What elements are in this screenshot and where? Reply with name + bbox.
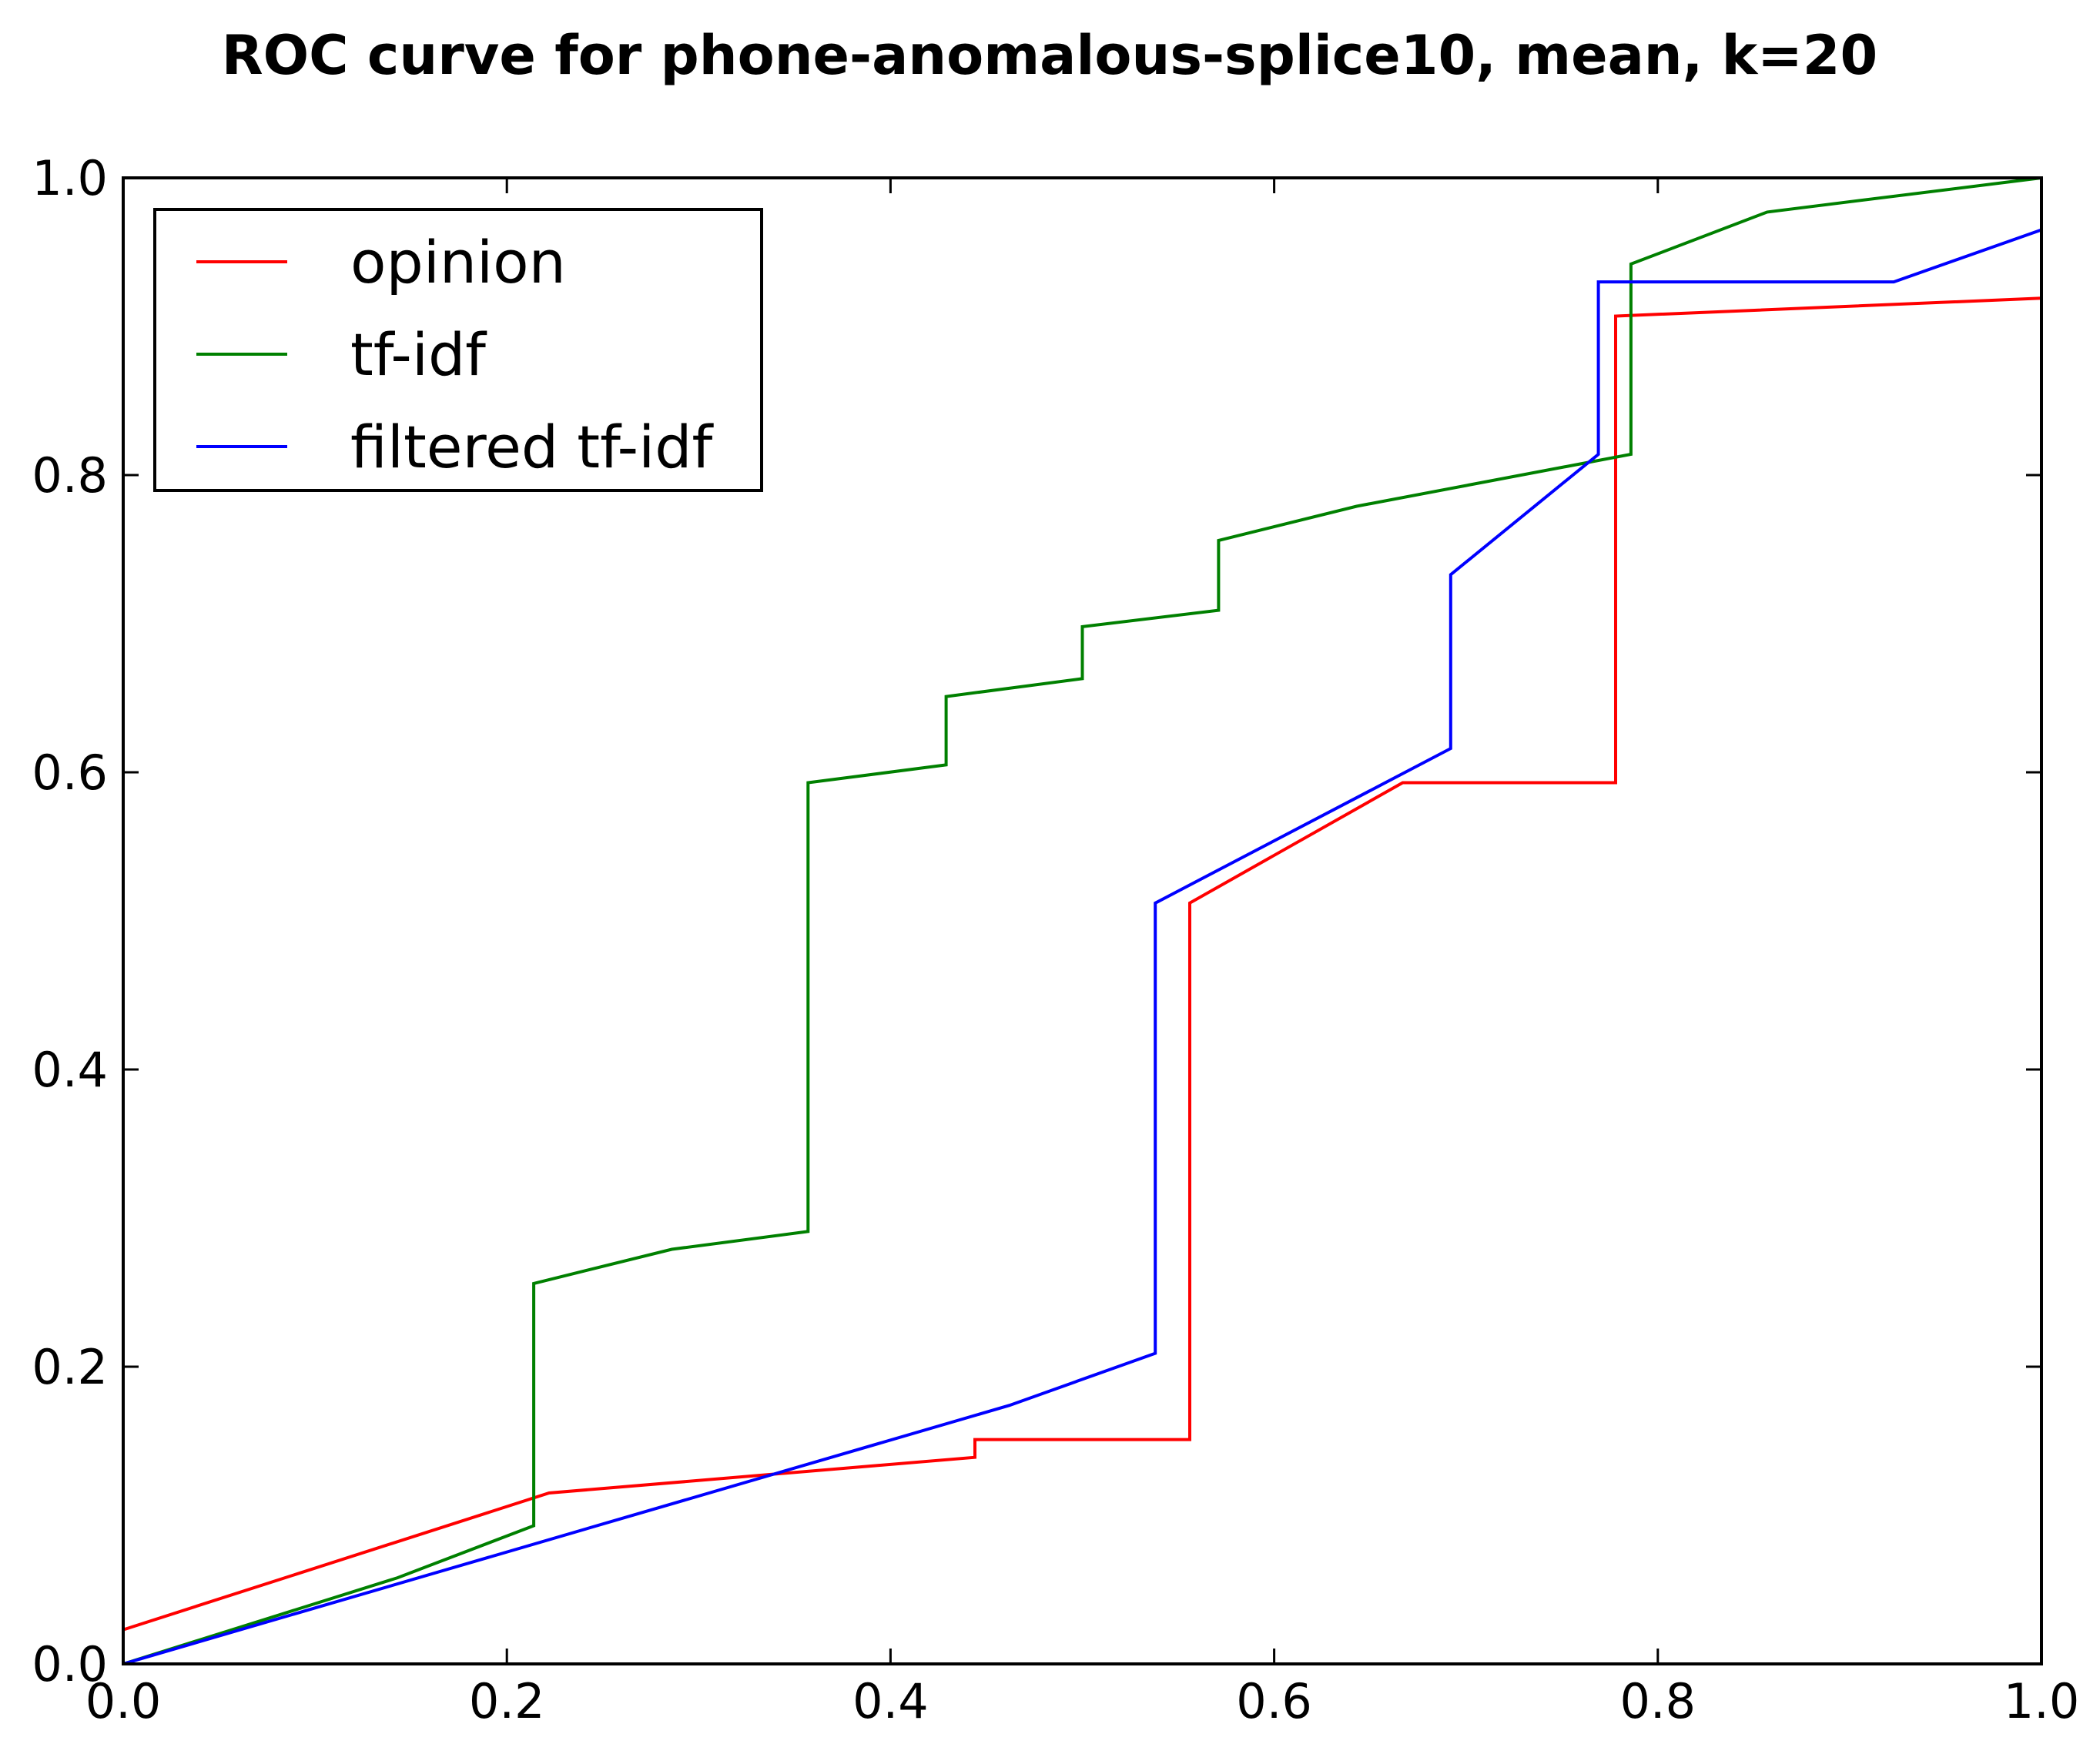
y-tick-label: 0.4 — [32, 1042, 108, 1098]
series-line-filtered-tf-idf — [122, 228, 2042, 1665]
x-tick-label: 0.6 — [1236, 1673, 1312, 1729]
x-tick-label: 1.0 — [2004, 1673, 2080, 1729]
legend-label: tf-idf — [350, 320, 487, 389]
x-tick-label: 0.2 — [469, 1673, 545, 1729]
plot-frame — [122, 176, 2043, 1665]
x-tick-label: 0.4 — [852, 1673, 929, 1729]
y-tick-label: 1.0 — [32, 150, 108, 206]
y-tick-label: 0.2 — [32, 1339, 108, 1395]
y-tick-labels: 0.0 0.2 0.4 0.6 0.8 1.0 — [32, 150, 108, 1692]
x-tick-label: 0.0 — [85, 1673, 162, 1729]
x-tick-label: 0.8 — [1619, 1673, 1696, 1729]
legend-box — [153, 208, 763, 492]
x-tick-labels: 0.0 0.2 0.4 0.6 0.8 1.0 — [85, 1673, 2080, 1729]
y-tick-label: 0.0 — [32, 1636, 108, 1692]
series-line-tf-idf — [122, 176, 2042, 1665]
legend-label: filtered tf-idf — [350, 413, 714, 481]
legend-label: opinion — [350, 228, 566, 296]
y-tick-label: 0.8 — [32, 447, 108, 504]
legend: opinion tf-idf filtered tf-idf — [153, 208, 763, 492]
series-line-opinion — [122, 296, 2042, 1632]
legend-entries: opinion tf-idf filtered tf-idf — [196, 228, 714, 481]
chart-title: ROC curve for phone-anomalous-splice10, … — [222, 24, 1877, 87]
series-layer — [122, 176, 2042, 1665]
y-tick-label: 0.6 — [32, 745, 108, 801]
